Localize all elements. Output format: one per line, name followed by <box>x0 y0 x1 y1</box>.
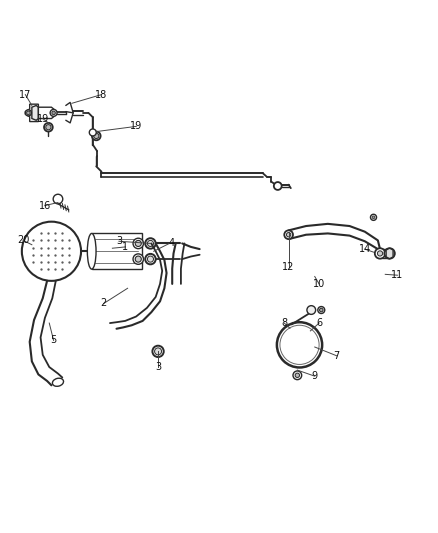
Circle shape <box>155 348 162 355</box>
Circle shape <box>372 216 375 219</box>
Text: 5: 5 <box>50 335 57 345</box>
Polygon shape <box>39 107 53 118</box>
Polygon shape <box>25 104 39 122</box>
Circle shape <box>274 182 282 190</box>
Circle shape <box>133 238 144 249</box>
Text: 19: 19 <box>130 122 142 131</box>
Circle shape <box>133 254 144 264</box>
Text: 11: 11 <box>391 270 403 280</box>
Text: 17: 17 <box>19 90 32 100</box>
Text: 12: 12 <box>283 262 295 271</box>
Circle shape <box>22 222 81 281</box>
Text: 3: 3 <box>155 361 161 372</box>
Circle shape <box>25 110 32 116</box>
Text: 3: 3 <box>116 236 122 246</box>
Ellipse shape <box>53 378 64 386</box>
Text: 10: 10 <box>313 279 325 289</box>
Circle shape <box>295 373 300 377</box>
Circle shape <box>53 194 63 204</box>
Text: 7: 7 <box>333 351 339 361</box>
Text: 4: 4 <box>168 238 174 247</box>
Circle shape <box>307 305 316 314</box>
Circle shape <box>148 240 153 246</box>
Circle shape <box>318 306 325 313</box>
Text: 9: 9 <box>312 371 318 381</box>
Circle shape <box>52 111 55 115</box>
Circle shape <box>135 256 141 262</box>
Circle shape <box>92 132 101 140</box>
Circle shape <box>135 240 141 246</box>
Circle shape <box>46 125 51 130</box>
FancyBboxPatch shape <box>92 233 142 269</box>
Circle shape <box>89 129 96 136</box>
Text: 14: 14 <box>359 244 371 254</box>
Polygon shape <box>32 106 39 120</box>
Text: 1: 1 <box>122 242 128 252</box>
Circle shape <box>148 256 153 262</box>
Circle shape <box>371 214 377 220</box>
Circle shape <box>293 371 302 379</box>
Circle shape <box>27 111 30 115</box>
Text: 8: 8 <box>281 318 287 328</box>
Text: 2: 2 <box>101 298 107 309</box>
Circle shape <box>284 230 293 239</box>
Circle shape <box>44 123 53 132</box>
Circle shape <box>378 251 383 256</box>
Circle shape <box>94 133 99 139</box>
Circle shape <box>385 248 395 259</box>
Circle shape <box>152 346 164 357</box>
Circle shape <box>145 254 155 264</box>
Text: 18: 18 <box>95 90 108 100</box>
Text: 19: 19 <box>37 114 49 124</box>
Circle shape <box>286 232 291 237</box>
Text: 20: 20 <box>17 236 29 245</box>
Polygon shape <box>386 248 393 259</box>
Text: 16: 16 <box>39 200 51 211</box>
Ellipse shape <box>87 233 96 269</box>
Text: 6: 6 <box>316 318 322 328</box>
Circle shape <box>145 238 155 249</box>
Circle shape <box>320 308 323 312</box>
Circle shape <box>375 248 385 259</box>
Circle shape <box>50 109 57 116</box>
